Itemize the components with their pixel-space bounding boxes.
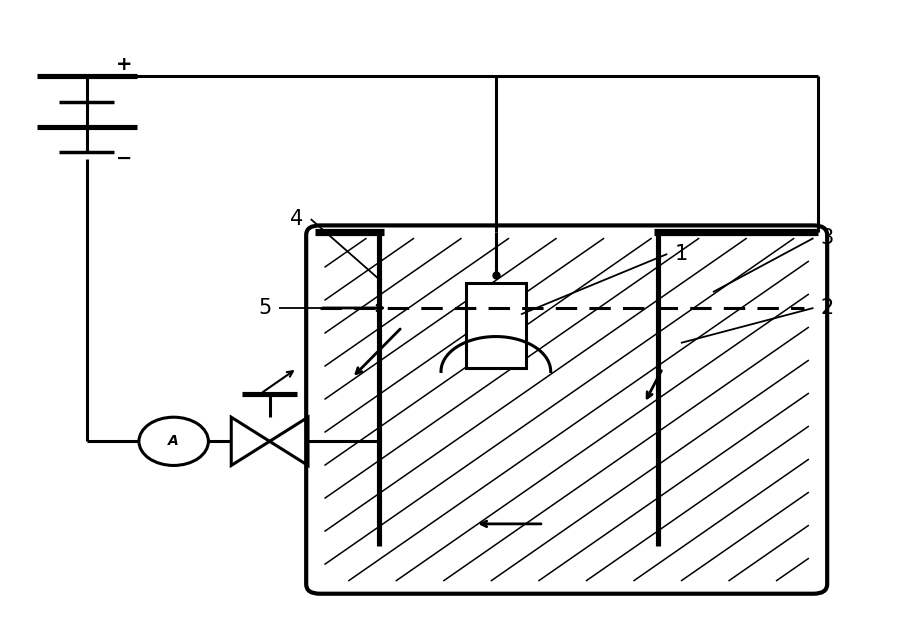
Text: 2: 2 — [821, 298, 834, 318]
FancyBboxPatch shape — [306, 225, 827, 594]
Text: 5: 5 — [259, 298, 271, 318]
Bar — [466, 283, 526, 368]
Text: 3: 3 — [821, 228, 834, 248]
Text: 1: 1 — [675, 244, 687, 264]
Text: A: A — [168, 434, 179, 448]
Circle shape — [139, 417, 208, 465]
Text: −: − — [116, 149, 133, 168]
Text: +: + — [116, 55, 133, 74]
FancyBboxPatch shape — [306, 225, 827, 594]
Text: 4: 4 — [291, 209, 303, 229]
Bar — [466, 283, 526, 368]
